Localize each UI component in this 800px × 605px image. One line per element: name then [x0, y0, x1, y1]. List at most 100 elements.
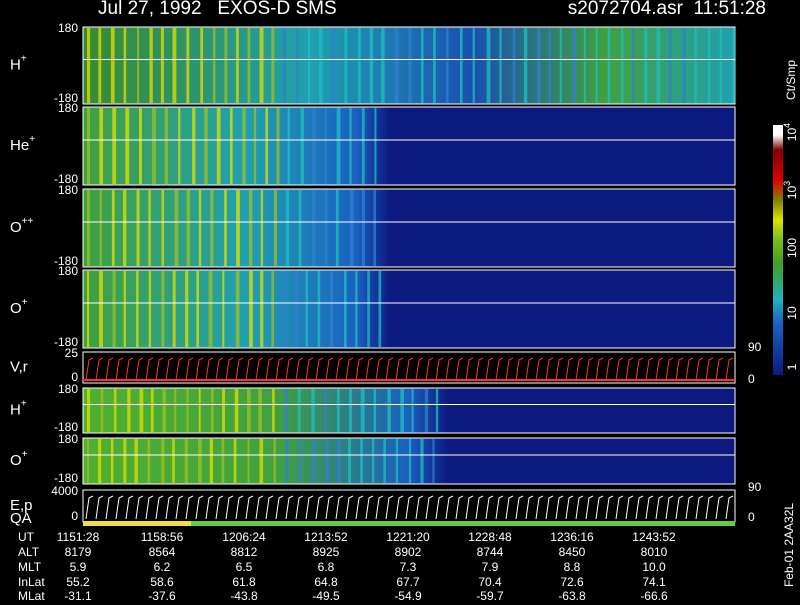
panel-label-sup: ++ [22, 216, 34, 227]
spectrogram-stripe [297, 389, 301, 432]
spectrogram-stripe [110, 28, 115, 103]
spectrogram-stripe [362, 190, 365, 266]
color-bar-tick: 10 [785, 306, 799, 320]
spectrogram-stripe [548, 28, 551, 103]
spectrogram-stripe [87, 439, 90, 483]
spectrogram-stripe [656, 28, 661, 103]
spectrogram-stripe [595, 28, 598, 103]
cell: 6.8 [318, 560, 335, 574]
spectrogram-stripe [127, 389, 131, 432]
spectrogram-stripe [123, 28, 127, 103]
spectrogram-stripe [632, 28, 635, 103]
panel-frame [82, 489, 736, 523]
spectrogram-stripe [259, 28, 264, 103]
spectrogram-stripe [161, 190, 165, 266]
cell: 10.0 [642, 560, 666, 574]
y-tick-label: 180 [58, 432, 78, 446]
cell: 8812 [231, 545, 258, 559]
panel-frame [82, 351, 736, 384]
spectrogram-stripe [283, 28, 286, 103]
cell: 1151:28 [57, 530, 100, 544]
spectrogram-stripe [164, 108, 168, 184]
spectrogram-stripe [236, 190, 240, 266]
spectrogram-stripe [172, 439, 175, 483]
cell: -54.9 [394, 589, 422, 600]
spectrogram-stripe [296, 28, 299, 103]
panel-label: H+ [10, 398, 27, 418]
spectrogram-stripe [411, 389, 414, 432]
panel-label-text: H [10, 56, 21, 73]
spectrogram-stripe [349, 108, 352, 184]
spectrogram-stripe [98, 439, 102, 483]
cell: 61.8 [232, 575, 256, 589]
panel-label-text: V,r [10, 358, 28, 375]
spectrogram-stripe [186, 190, 191, 266]
panel-label: O+ [10, 449, 28, 469]
cell: 1243:52 [632, 530, 676, 544]
color-bar-top [773, 125, 783, 134]
panel-label-sup: + [21, 398, 27, 409]
spectrogram-stripe [162, 389, 166, 432]
spectrogram-stripe [408, 28, 412, 103]
cell: 7.3 [400, 560, 417, 574]
spectrogram-stripe [284, 389, 288, 432]
spectrogram-stripe [192, 108, 196, 184]
panel-label-sup: + [22, 449, 28, 460]
spectrogram-stripe [138, 108, 142, 184]
spectrogram-stripe [221, 439, 225, 483]
spectrogram-stripe [149, 28, 153, 103]
color-bar-label: Ct/Smp [784, 60, 798, 100]
panel-label-text: O [10, 219, 22, 236]
spectrogram-stripe [136, 28, 140, 103]
spectrogram-stripe [224, 190, 227, 266]
spectrogram-stripe [472, 28, 475, 103]
footer: Feb-01 2AA32L [782, 503, 796, 587]
spectrogram-stripe [348, 439, 351, 483]
spectrogram-stripe [258, 389, 262, 432]
spectrogram-stripe [249, 271, 253, 347]
y-tick-label: -180 [54, 254, 78, 268]
color-bar-tick: 100 [785, 238, 799, 258]
spectrogram-stripe [732, 28, 736, 103]
spectrogram-stripe [259, 439, 264, 483]
spectrogram-stripe [273, 439, 276, 483]
spectrogram-stripe [152, 108, 156, 184]
cell: -63.8 [558, 589, 586, 600]
cell: -66.6 [640, 589, 668, 600]
spectrogram-stripe [348, 389, 353, 432]
cell: 5.9 [70, 560, 87, 574]
spectrogram-stripe [307, 28, 311, 103]
spectrogram-stripe [99, 108, 104, 184]
spectrogram-stripe [387, 389, 391, 432]
spectrogram-stripe [424, 389, 429, 432]
spectrogram-stripe [330, 271, 334, 347]
spectrogram-stripe [112, 271, 116, 347]
spectrogram-stripe [204, 108, 208, 184]
spectrogram-stripe [408, 439, 412, 483]
spectrogram-stripe [229, 108, 233, 184]
panel-label-text: E,p [10, 497, 33, 514]
spectrogram-stripe [224, 28, 228, 103]
color-bar-tick: 1 [785, 363, 799, 370]
spectrogram-stripe [432, 439, 435, 483]
spectrogram-stripe [371, 439, 375, 483]
spectrogram-stripe [536, 28, 541, 103]
cell: 8744 [477, 545, 504, 559]
spectrogram-stripe [336, 389, 340, 432]
spectrogram-stripe [435, 389, 439, 432]
cell: 8.8 [564, 560, 581, 574]
spectrogram-stripe [360, 389, 365, 432]
color-bar-tick: 103 [782, 181, 799, 199]
cell: 6.2 [154, 560, 171, 574]
spectrogram-stripe [432, 28, 436, 103]
spectrogram-stripe [373, 190, 376, 266]
spectrogram-stripe [186, 389, 189, 432]
spectrogram-stripe [283, 271, 287, 347]
spectrogram-stripe [349, 190, 354, 266]
spectrogram-stripe [178, 108, 181, 184]
cell: 72.6 [560, 575, 584, 589]
spectrogram-stripe [719, 28, 722, 103]
spectrogram-stripe [381, 28, 385, 103]
